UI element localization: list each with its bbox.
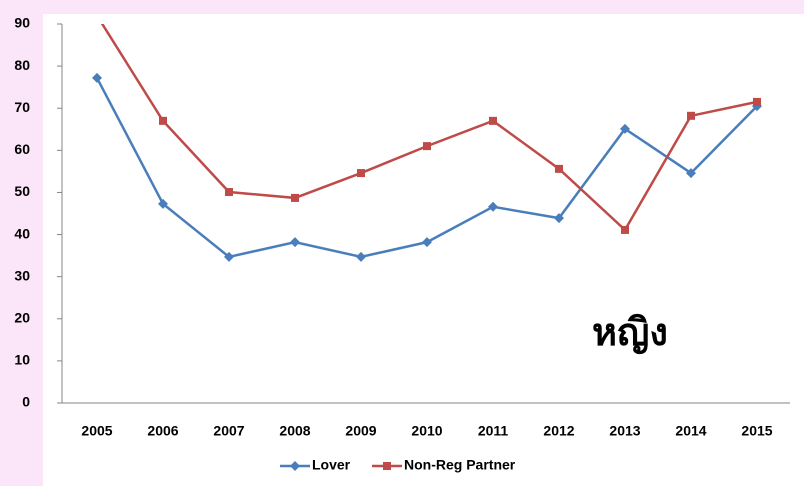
marker [621, 225, 629, 234]
y-tick-label: 50 [14, 183, 30, 199]
x-tick-label: 2008 [279, 423, 310, 439]
x-tick-label: 2010 [411, 423, 442, 439]
x-tick-label: 2005 [81, 423, 112, 439]
y-tick-label: 10 [14, 352, 30, 368]
y-tick-label: 40 [14, 225, 30, 241]
legend-label: Lover [312, 457, 351, 473]
x-tick-label: 2012 [543, 423, 574, 439]
legend-label: Non-Reg Partner [404, 457, 516, 473]
marker [423, 142, 431, 151]
series [100, 24, 761, 234]
y-tick-label: 0 [22, 394, 30, 410]
marker [620, 123, 630, 134]
marker [290, 237, 300, 248]
y-tick-label: 80 [14, 57, 30, 73]
y-tick-label: 70 [14, 99, 30, 115]
marker [225, 188, 233, 197]
marker [224, 251, 234, 262]
x-tick-label: 2006 [147, 423, 178, 439]
y-tick-label: 90 [14, 15, 30, 31]
series [92, 72, 762, 262]
marker [356, 251, 366, 262]
x-tick-label: 2007 [213, 423, 244, 439]
marker [687, 111, 695, 120]
x-tick-label: 2013 [609, 423, 640, 439]
y-tick-label: 30 [14, 267, 30, 283]
marker [158, 198, 168, 209]
marker [383, 462, 391, 470]
y-tick-label: 60 [14, 141, 30, 157]
marker [159, 116, 167, 125]
marker [554, 213, 564, 224]
x-tick-label: 2015 [741, 423, 772, 439]
marker [489, 116, 497, 125]
y-tick-label: 20 [14, 309, 30, 325]
marker [753, 97, 761, 106]
marker [357, 169, 365, 178]
marker [290, 461, 300, 471]
marker [291, 193, 299, 202]
annotation: หญิง [592, 312, 668, 354]
x-tick-label: 2014 [675, 423, 706, 439]
x-tick-label: 2009 [345, 423, 376, 439]
marker [686, 168, 696, 179]
marker [555, 164, 563, 173]
marker [488, 201, 498, 212]
x-tick-label: 2011 [478, 423, 509, 439]
chart-panel [43, 14, 804, 486]
marker [92, 72, 102, 83]
marker [422, 237, 432, 248]
